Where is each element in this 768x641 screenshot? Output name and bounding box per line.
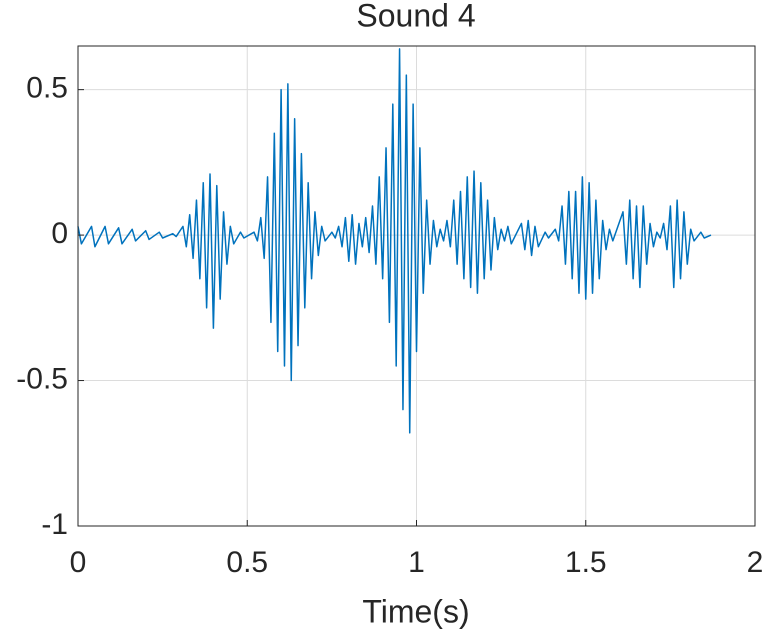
waveform [77,48,712,434]
x-tick-label: 2 [747,546,764,579]
y-tick-label: -1 [41,508,68,541]
x-axis-label: Time(s) [362,593,469,629]
x-tick-label: 0 [70,546,87,579]
y-tick-label: 0 [51,217,68,250]
plot [77,48,712,434]
y-tick-label: 0.5 [26,72,68,105]
grid [77,46,756,527]
y-tick-label: -0.5 [16,362,68,395]
x-tick-label: 1 [408,546,425,579]
x-tick-label: 1.5 [565,546,607,579]
x-tick-label: 0.5 [226,546,268,579]
chart-title: Sound 4 [356,0,475,33]
